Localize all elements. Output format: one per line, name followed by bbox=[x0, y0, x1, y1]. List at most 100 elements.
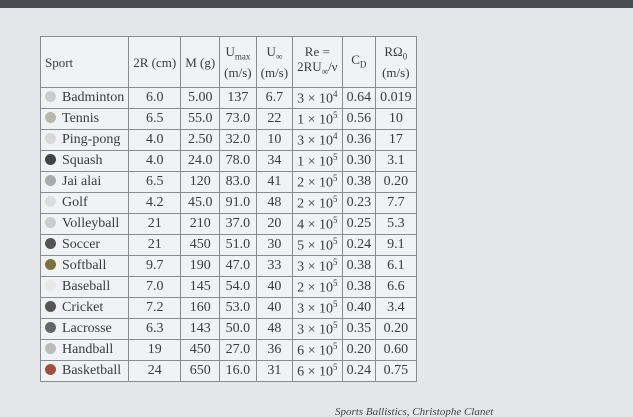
table-cell: 650 bbox=[180, 360, 221, 382]
ball-icon bbox=[45, 301, 56, 312]
table-cell: 9.7 bbox=[128, 255, 182, 277]
cell-value: 30 bbox=[267, 237, 282, 252]
cell-value: 6.0 bbox=[145, 90, 164, 105]
table-cell: 22 bbox=[255, 108, 294, 130]
cell-value: 0.38 bbox=[346, 279, 372, 294]
table-cell: 16.0 bbox=[219, 360, 257, 382]
table-cell: 27.0 bbox=[219, 339, 257, 361]
table-cell: 3 × 105 bbox=[292, 297, 343, 319]
cell-value: 27.0 bbox=[225, 342, 251, 357]
cell-value: 650 bbox=[189, 363, 211, 378]
cell-value: 0.36 bbox=[346, 132, 372, 147]
ball-icon bbox=[45, 196, 56, 207]
sport-name: Squash bbox=[62, 153, 103, 168]
cell-value: 16.0 bbox=[225, 363, 251, 378]
header-text: Re = bbox=[304, 44, 330, 60]
cell-value: 9.1 bbox=[387, 237, 405, 252]
table-cell: 4.0 bbox=[128, 129, 182, 151]
table-cell: 7.2 bbox=[128, 297, 182, 319]
cell-value: 3.1 bbox=[387, 153, 405, 168]
table-cell: 54.0 bbox=[219, 276, 257, 298]
column-header: RΩ0 (m/s) bbox=[375, 36, 417, 88]
cell-value: 5.00 bbox=[187, 90, 213, 105]
header-text: 2R (cm) bbox=[133, 54, 177, 70]
cell-value: 0.019 bbox=[380, 90, 412, 105]
cell-value: 10 bbox=[267, 132, 282, 147]
table-cell: 45.0 bbox=[180, 192, 221, 214]
cell-value: 4.0 bbox=[145, 132, 164, 147]
reynolds-base: 2 × 10 bbox=[297, 196, 334, 212]
table-row: Soccer 21 450 51.0 30 5 × 105 0.24 9.1 bbox=[39, 234, 417, 256]
table-cell: 24 bbox=[128, 360, 182, 382]
cell-value: 45.0 bbox=[187, 195, 213, 210]
cell-value: 33 bbox=[267, 258, 282, 273]
header-subscript: D bbox=[359, 59, 367, 70]
cell-value: 160 bbox=[189, 300, 211, 315]
table-cell: 2 × 105 bbox=[292, 171, 343, 193]
table-cell: 2 × 105 bbox=[292, 192, 343, 214]
table-cell: 32.0 bbox=[219, 129, 257, 151]
column-header: 2R (cm) bbox=[128, 36, 182, 88]
table-cell: 6.1 bbox=[375, 255, 417, 277]
data-table: Sport 2R (cm) M (g) Umax (m/s) U∞ (m/s) Re = 2RU… bbox=[39, 36, 417, 382]
column-header: CD bbox=[341, 36, 377, 88]
reynolds-exponent: 5 bbox=[333, 172, 338, 183]
table-cell: Jai alai bbox=[39, 171, 130, 193]
cell-value: 0.24 bbox=[346, 363, 372, 378]
header-text: Sport bbox=[45, 54, 74, 70]
table-cell: 0.38 bbox=[341, 171, 377, 193]
table-cell: 6.6 bbox=[375, 276, 417, 298]
cell-value: 190 bbox=[189, 258, 211, 273]
cell-value: 6.5 bbox=[145, 111, 164, 126]
table-cell: Baseball bbox=[39, 276, 130, 298]
table-cell: 0.25 bbox=[341, 213, 377, 235]
table-cell: 5.00 bbox=[180, 87, 221, 109]
cell-value: 48 bbox=[267, 321, 282, 336]
cell-value: 0.24 bbox=[346, 237, 372, 252]
header-text: U bbox=[225, 44, 235, 60]
table-cell: 19 bbox=[128, 339, 182, 361]
cell-value: 6.5 bbox=[145, 174, 164, 189]
reynolds-exponent: 4 bbox=[333, 130, 338, 141]
cell-value: 40 bbox=[267, 279, 282, 294]
sport-name: Cricket bbox=[62, 300, 104, 315]
cell-value: 91.0 bbox=[225, 195, 251, 210]
header-subscript: max bbox=[234, 51, 251, 62]
sport-name: Volleyball bbox=[62, 216, 120, 231]
cell-value: 0.38 bbox=[346, 258, 372, 273]
table-row: Tennis 6.5 55.0 73.0 22 1 × 105 0.56 10 bbox=[39, 108, 417, 130]
sport-name: Badminton bbox=[62, 90, 125, 105]
table-row: Cricket 7.2 160 53.0 40 3 × 105 0.40 3.4 bbox=[39, 297, 417, 319]
table-cell: Basketball bbox=[39, 360, 130, 382]
table-cell: 4.0 bbox=[128, 150, 182, 172]
sport-name: Golf bbox=[62, 195, 88, 210]
sport-name: Softball bbox=[62, 258, 107, 273]
table-row: Golf 4.2 45.0 91.0 48 2 × 105 0.23 7.7 bbox=[39, 192, 417, 214]
table-cell: 17 bbox=[375, 129, 417, 151]
caption: Sports Ballistics, Christophe Clanet bbox=[335, 406, 494, 417]
cell-value: 50.0 bbox=[225, 321, 251, 336]
column-header: M (g) bbox=[180, 36, 221, 88]
cell-value: 0.60 bbox=[383, 342, 409, 357]
cell-value: 41 bbox=[267, 174, 282, 189]
cell-value: 73.0 bbox=[225, 111, 251, 126]
table-cell: 3 × 105 bbox=[292, 318, 343, 340]
table-cell: Cricket bbox=[39, 297, 130, 319]
table-cell: 48 bbox=[255, 318, 294, 340]
sport-name: Basketball bbox=[62, 363, 122, 378]
table-cell: 0.60 bbox=[375, 339, 417, 361]
table-cell: 1 × 105 bbox=[292, 150, 343, 172]
table-cell: 40 bbox=[255, 276, 294, 298]
ball-icon bbox=[45, 154, 56, 165]
table-cell: 3 × 105 bbox=[292, 255, 343, 277]
table-cell: 33 bbox=[255, 255, 294, 277]
table-cell: 51.0 bbox=[219, 234, 257, 256]
table-cell: 137 bbox=[219, 87, 257, 109]
table-cell: 0.23 bbox=[341, 192, 377, 214]
reynolds-base: 1 × 10 bbox=[297, 154, 334, 170]
table-row: Jai alai 6.5 120 83.0 41 2 × 105 0.38 0.20 bbox=[39, 171, 417, 193]
sport-name: Baseball bbox=[62, 279, 111, 294]
header-unit: (m/s) bbox=[260, 64, 289, 80]
table-cell: 30 bbox=[255, 234, 294, 256]
header-subscript: ∞ bbox=[321, 66, 329, 77]
